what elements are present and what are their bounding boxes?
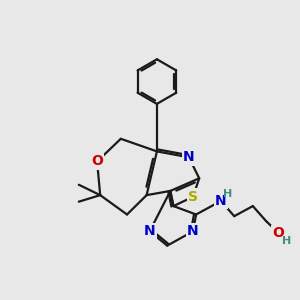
Text: N: N — [144, 224, 155, 238]
Text: H: H — [223, 189, 232, 199]
Text: N: N — [187, 224, 199, 238]
Text: N: N — [215, 194, 227, 208]
Text: H: H — [282, 236, 292, 246]
Text: N: N — [183, 150, 195, 164]
Text: O: O — [91, 154, 103, 169]
Text: S: S — [188, 190, 198, 204]
Text: O: O — [273, 226, 284, 240]
